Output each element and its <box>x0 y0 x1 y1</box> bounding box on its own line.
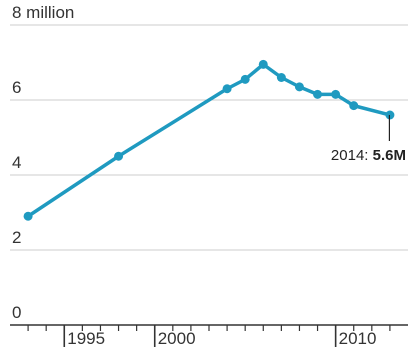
series-line <box>26 62 392 218</box>
gridlines <box>10 24 408 251</box>
y-tick-label: 6 <box>12 78 21 97</box>
x-tick-label: 2000 <box>158 329 196 348</box>
end-value-annotation: 2014: 5.6M <box>331 115 406 164</box>
y-tick-label: 8 million <box>12 3 74 22</box>
x-axis-ticks: 1995 2000 2010 <box>27 325 391 348</box>
y-tick-label: 0 <box>12 303 21 322</box>
data-point <box>258 59 268 69</box>
y-tick-label: 4 <box>12 153 21 172</box>
y-tick-label: 2 <box>12 228 21 247</box>
annotation-label: 2014: 5.6M <box>331 147 406 164</box>
annotation-prefix: 2014: <box>331 147 373 164</box>
annotation-value: 5.6M <box>373 147 406 164</box>
data-series <box>23 59 395 221</box>
x-tick-label: 2010 <box>339 329 377 348</box>
data-point <box>23 211 33 221</box>
data-point <box>114 151 124 161</box>
data-point <box>222 84 232 94</box>
data-point <box>331 89 341 99</box>
data-point <box>313 89 323 99</box>
y-axis-tick-labels: 8 million 6 4 2 0 <box>12 3 74 322</box>
data-point <box>294 82 304 92</box>
data-point <box>349 101 359 111</box>
data-point <box>240 74 250 84</box>
data-point <box>276 73 286 82</box>
x-tick-label: 1995 <box>67 329 105 348</box>
